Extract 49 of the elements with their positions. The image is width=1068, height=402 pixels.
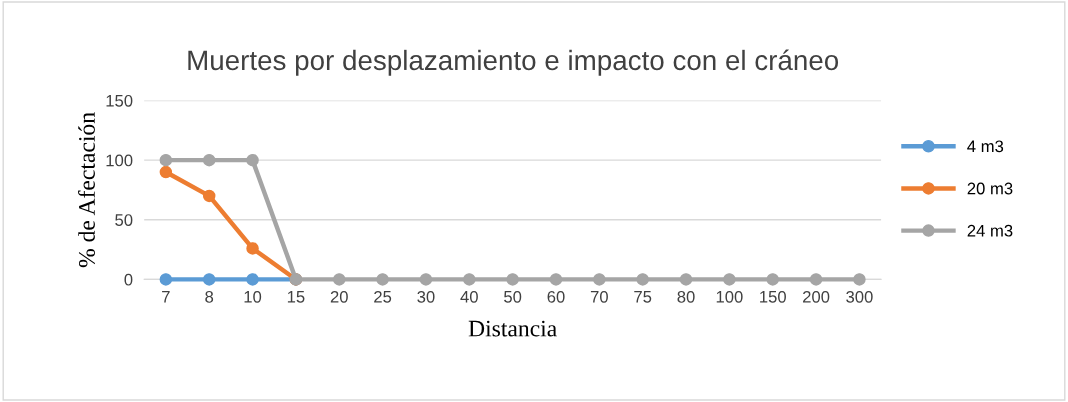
x-tick-label: 7 — [162, 291, 170, 303]
legend-label: 20 m3 — [967, 182, 1013, 195]
x-tick-label: 150 — [760, 290, 786, 303]
point — [636, 273, 649, 286]
point — [593, 273, 606, 286]
chart-title: Muertes por desplazamiento e impacto con el cráneo — [188, 49, 839, 76]
y-tick-label: 0 — [124, 273, 133, 286]
point — [332, 273, 346, 286]
x-tick-label: 30 — [417, 290, 435, 303]
point — [679, 273, 693, 286]
point — [853, 273, 866, 286]
point — [202, 189, 216, 203]
x-tick-label: 15 — [287, 291, 305, 303]
x-tick-label: 50 — [504, 290, 522, 303]
y-tick-label: 50 — [115, 214, 133, 226]
x-tick-label: 300 — [846, 290, 873, 303]
legend-label: 4 m3 — [967, 140, 1004, 153]
x-tick-label: 100 — [716, 290, 743, 303]
point — [246, 273, 259, 286]
point — [463, 273, 476, 286]
x-tick-label: 20 — [330, 290, 348, 303]
x-tick-label: 40 — [460, 290, 478, 303]
y-axis-title: % de Afectación — [78, 112, 95, 268]
point — [723, 273, 736, 286]
point — [766, 273, 779, 286]
point — [549, 273, 563, 286]
point — [159, 153, 173, 167]
x-tick-label: 60 — [547, 290, 565, 303]
point — [246, 242, 259, 255]
y-tick-label: 150 — [106, 94, 133, 107]
x-tick-label: 10 — [244, 290, 262, 303]
point — [376, 273, 389, 286]
x-axis-title: Distancia — [468, 320, 557, 337]
x-tick-label: 80 — [677, 290, 695, 303]
point — [202, 273, 216, 286]
point — [246, 153, 259, 167]
x-tick-label: 8 — [205, 290, 214, 303]
legend-label: 24 m3 — [967, 224, 1013, 237]
point — [809, 273, 823, 286]
point — [159, 273, 173, 286]
point — [419, 273, 433, 286]
x-tick-label: 25 — [374, 290, 392, 303]
x-tick-label: 70 — [590, 290, 608, 303]
x-tick-label: 200 — [803, 290, 830, 303]
point — [159, 165, 173, 179]
x-tick-label: 75 — [634, 291, 652, 303]
point — [506, 273, 519, 286]
point — [202, 153, 216, 167]
y-tick-label: 100 — [106, 154, 133, 167]
